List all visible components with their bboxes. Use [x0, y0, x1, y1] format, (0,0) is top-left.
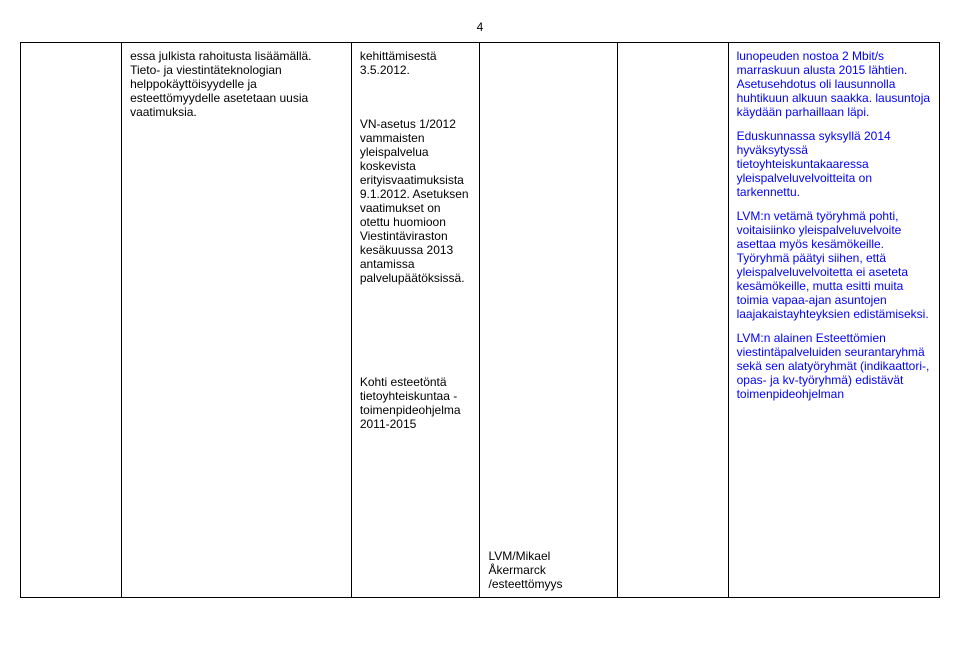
page-number: 4	[20, 20, 940, 34]
paragraph: kehittämisestä 3.5.2012.	[360, 49, 472, 77]
paragraph: Kohti esteetöntä tietoyhteiskuntaa - toi…	[360, 375, 472, 431]
paragraph: LVM:n vetämä työryhmä pohti, voitaisiink…	[737, 209, 931, 321]
table-row: essa julkista rahoitusta lisäämällä. Tie…	[21, 43, 940, 598]
content-table: essa julkista rahoitusta lisäämällä. Tie…	[20, 42, 940, 598]
cell-col2: essa julkista rahoitusta lisäämällä. Tie…	[122, 43, 352, 598]
cell-col6: lunopeuden nostoa 2 Mbit/s marraskuun al…	[728, 43, 939, 598]
cell-col3: kehittämisestä 3.5.2012. VN-asetus 1/2012…	[351, 43, 480, 598]
paragraph: lunopeuden nostoa 2 Mbit/s marraskuun al…	[737, 49, 931, 119]
cell-col4: LVM/Mikael Åkermarck /esteettömyys	[480, 43, 618, 598]
paragraph: LVM/Mikael Åkermarck /esteettömyys	[488, 549, 609, 591]
cell-col5	[618, 43, 728, 598]
paragraph: Eduskunnassa syksyllä 2014 hyväksytyssä …	[737, 129, 931, 199]
cell-col1	[21, 43, 122, 598]
paragraph: LVM:n alainen Esteettömien viestintäpalv…	[737, 331, 931, 401]
paragraph: essa julkista rahoitusta lisäämällä. Tie…	[130, 49, 343, 119]
paragraph: VN-asetus 1/2012 vammaisten yleispalvelu…	[360, 117, 472, 285]
